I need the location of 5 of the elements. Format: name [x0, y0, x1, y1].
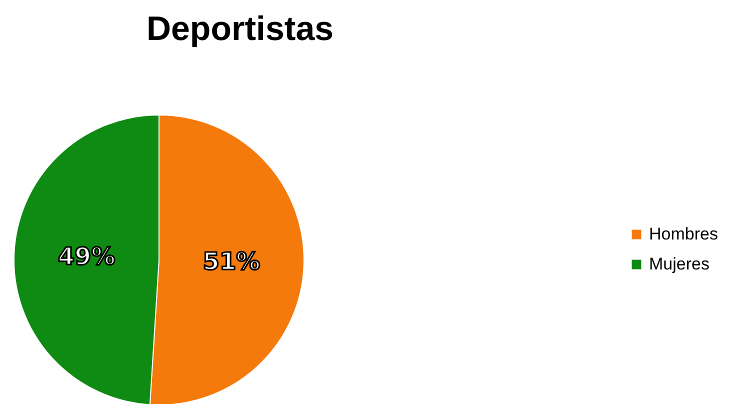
data-label: 49% [58, 242, 116, 271]
legend-label: Hombres [649, 224, 718, 244]
legend-label: Mujeres [649, 254, 710, 274]
chart-title: Deportistas [146, 10, 334, 48]
data-label: 51% [202, 247, 260, 276]
